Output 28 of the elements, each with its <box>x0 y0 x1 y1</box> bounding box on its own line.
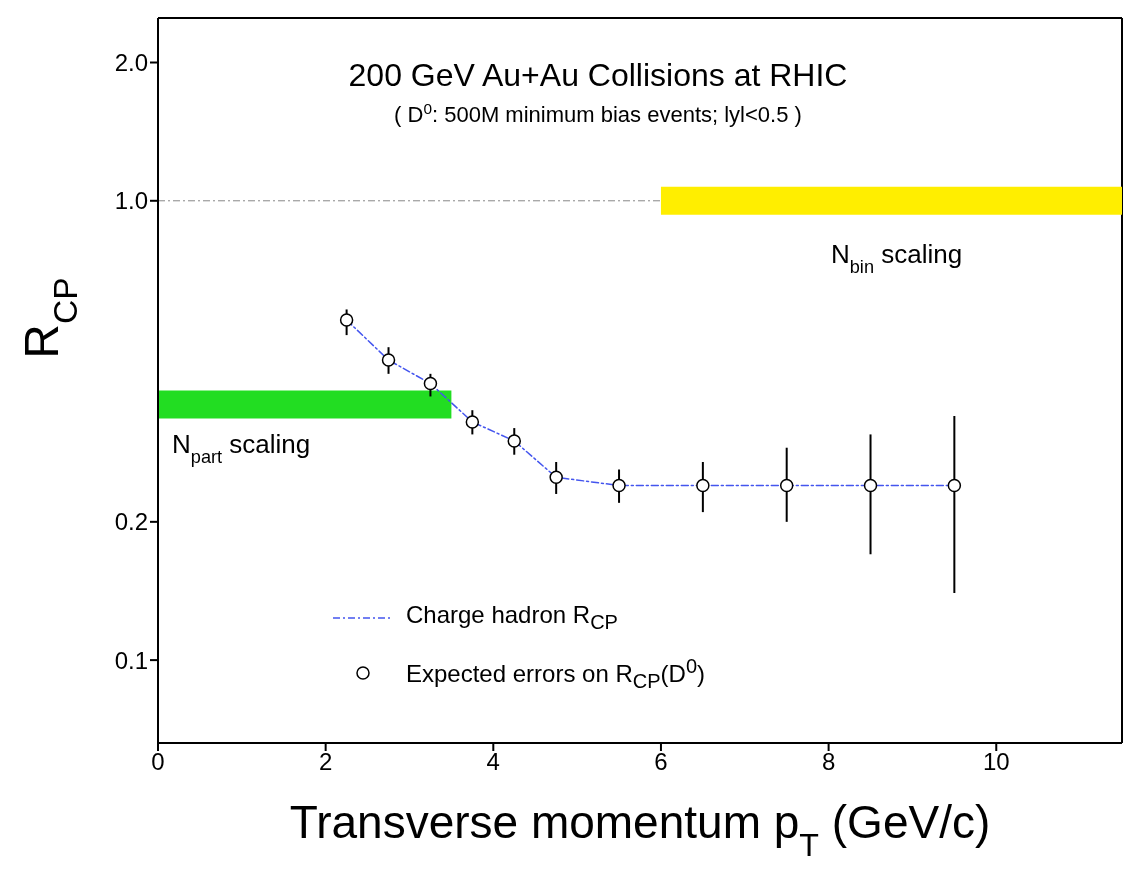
point <box>779 478 794 493</box>
x-axis-title: Transverse momentum p$_{T}$ (GeV/c) <box>289 796 991 863</box>
point <box>465 415 480 429</box>
y-tick-label: 1.0 <box>114 187 148 215</box>
legend-label: Expected errors on R$_{CP}$(D$^{0}$) <box>406 653 706 694</box>
y-tick-label: 0.2 <box>114 508 148 536</box>
point <box>612 478 626 493</box>
x-tick-label: 6 <box>654 748 668 776</box>
text: ( D$^{0}$: 500M minimum bias events; lyl<0.5 ) <box>394 99 802 127</box>
point <box>947 478 962 493</box>
x-tick-label: 4 <box>486 748 500 776</box>
point <box>696 478 710 493</box>
x-tick-label: 0 <box>151 748 165 776</box>
y-tick-label: 2.0 <box>114 49 148 77</box>
x-tick-label: 10 <box>982 748 1010 776</box>
series-label: N$_{bin}$ scaling <box>830 238 963 277</box>
point <box>507 434 522 448</box>
series-label: N$_{part}$ scaling <box>172 428 311 467</box>
point <box>339 313 354 327</box>
point <box>549 470 563 485</box>
point <box>423 376 438 391</box>
point <box>863 478 878 493</box>
legend-label: Charge hadron R$_{CP}$ <box>406 600 618 635</box>
x-tick-label: 2 <box>318 748 333 776</box>
text: 200 GeV Au+Au Collisions at RHIC <box>348 57 848 93</box>
x-tick-label: 8 <box>821 748 836 776</box>
y-tick-label: 0.1 <box>114 646 148 674</box>
point <box>381 353 396 367</box>
